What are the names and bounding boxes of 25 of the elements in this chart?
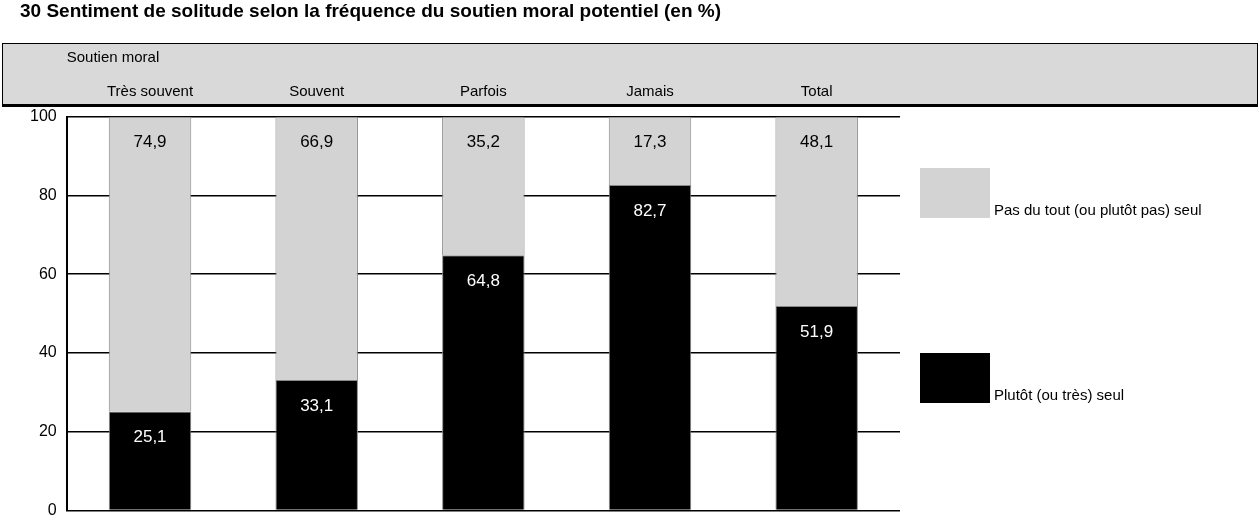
text: Pas du tout (ou plutôt pas) seul xyxy=(994,200,1202,218)
x-tick-label: Total xyxy=(800,81,833,99)
data-label: 82,7 xyxy=(633,200,667,220)
text: Plutôt (ou très) seul xyxy=(994,385,1125,403)
data-label: 35,2 xyxy=(466,132,500,152)
y-tick-label: 60 xyxy=(38,264,57,282)
y-tick-label: 80 xyxy=(38,185,57,203)
x-tick-label: Parfois xyxy=(460,81,507,99)
data-label: 17,3 xyxy=(633,132,667,152)
data-label: 74,9 xyxy=(133,132,167,152)
y-tick-label: 0 xyxy=(47,500,57,518)
y-tick-label: 40 xyxy=(38,343,57,361)
data-label: 33,1 xyxy=(300,395,334,415)
y-tick-label: 20 xyxy=(38,422,57,440)
x-tick-label: Jamais xyxy=(626,81,674,99)
x-tick-label: Très souvent xyxy=(106,81,194,99)
chart-title: 30 Sentiment de solitude selon la fréquence du soutien moral potentiel (en %) xyxy=(20,0,722,21)
y-tick-label: 100 xyxy=(29,107,57,125)
data-label: 66,9 xyxy=(300,132,334,152)
data-label: 25,1 xyxy=(133,427,167,447)
data-label: 64,8 xyxy=(466,271,500,291)
x-axis-title: Soutien moral xyxy=(66,47,160,65)
data-label: 48,1 xyxy=(800,132,834,152)
x-tick-label: Souvent xyxy=(289,81,346,99)
data-label: 51,9 xyxy=(800,321,834,341)
